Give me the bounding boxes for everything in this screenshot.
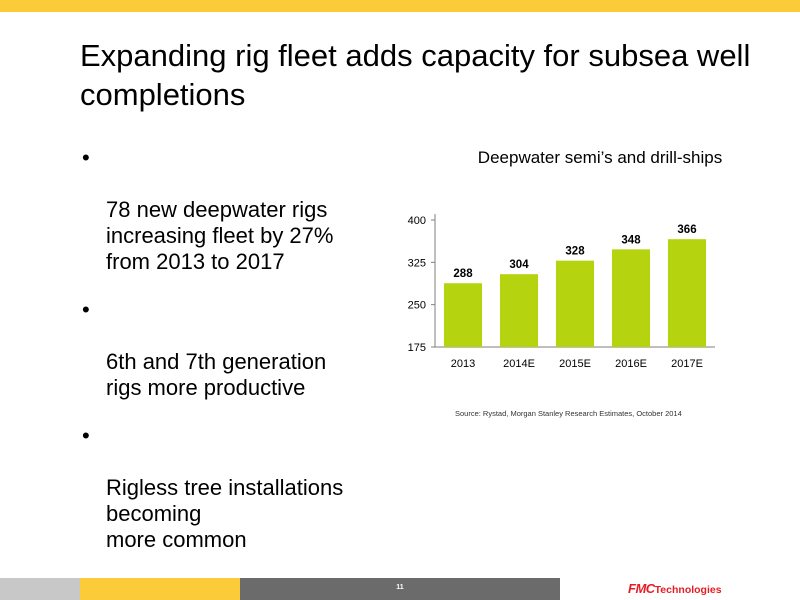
page-number: 11 — [396, 584, 404, 591]
bar — [499, 274, 539, 347]
bullet-item: • 78 new deepwater rigs increasing fleet… — [80, 145, 380, 275]
data-label: 348 — [621, 234, 641, 246]
footer-segment-gray — [0, 578, 80, 600]
bullet-icon: • — [82, 423, 90, 448]
x-tick-label: 2016E — [615, 358, 647, 370]
bar — [611, 249, 651, 347]
y-tick-label: 175 — [408, 342, 426, 354]
y-tick-label: 250 — [408, 300, 426, 312]
footer-bar: 11 FMCTechnologies — [0, 578, 800, 600]
footer-segment-yellow — [80, 578, 240, 600]
bar — [443, 283, 483, 347]
bar — [667, 239, 707, 347]
y-tick-label: 400 — [408, 215, 426, 227]
bullet-text: 6th and 7th generation rigs more product… — [106, 349, 327, 400]
x-tick-label: 2013 — [451, 358, 475, 370]
data-label: 304 — [509, 259, 529, 271]
logo-mark: FMC — [628, 581, 655, 596]
x-tick-label: 2014E — [503, 358, 535, 370]
y-tick-label: 325 — [408, 257, 426, 269]
bullet-text: Rigless tree installations becoming more… — [106, 475, 344, 552]
data-label: 366 — [677, 224, 696, 236]
slide-title: Expanding rig fleet adds capacity for su… — [80, 38, 751, 112]
bullet-icon: • — [82, 145, 90, 170]
bar-chart: 175 250 325 400 288 2013 304 2014E 328 2015E 348 20… — [408, 214, 715, 370]
x-tick-label: 2017E — [671, 358, 703, 370]
x-tick-label: 2015E — [559, 358, 591, 370]
chart-title: Deepwater semi’s and drill-ships — [477, 148, 723, 167]
company-logo: FMCTechnologies — [628, 581, 722, 596]
source-note: Source: Rystad, Morgan Stanley Research … — [455, 409, 682, 418]
logo-text: Technologies — [654, 584, 722, 596]
bullet-list: • 78 new deepwater rigs increasing fleet… — [80, 145, 380, 575]
data-label: 288 — [453, 268, 473, 280]
bullet-icon: • — [82, 297, 90, 322]
bullet-text: 78 new deepwater rigs increasing fleet b… — [106, 197, 334, 274]
data-label: 328 — [565, 246, 585, 258]
bullet-item: • 6th and 7th generation rigs more produ… — [80, 297, 380, 401]
bullet-item: • Rigless tree installations becoming mo… — [80, 423, 380, 553]
bar — [555, 260, 595, 347]
top-accent-bar — [0, 0, 800, 12]
footer-segment-dark — [240, 578, 560, 600]
